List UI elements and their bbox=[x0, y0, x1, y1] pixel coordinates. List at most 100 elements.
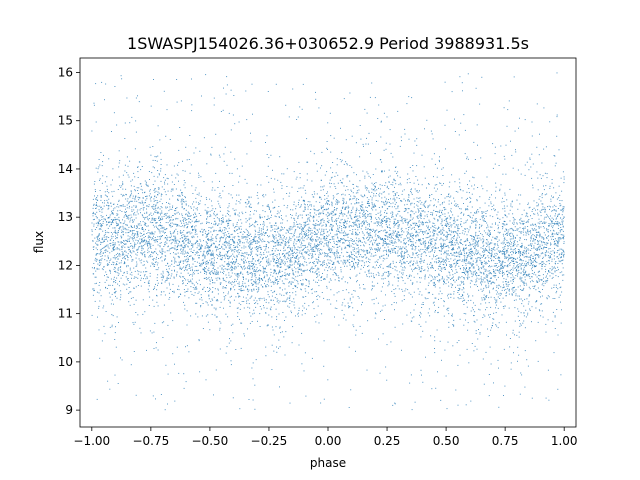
data-point bbox=[206, 235, 208, 237]
data-point bbox=[234, 263, 236, 265]
data-point bbox=[517, 257, 518, 259]
data-point bbox=[494, 244, 496, 246]
data-point bbox=[137, 232, 138, 234]
data-point bbox=[292, 273, 294, 275]
data-point bbox=[125, 193, 127, 195]
data-point bbox=[444, 209, 445, 211]
data-point bbox=[218, 230, 220, 232]
data-point bbox=[457, 278, 459, 280]
data-point bbox=[451, 265, 453, 267]
data-point bbox=[257, 270, 259, 271]
data-point bbox=[338, 217, 340, 219]
data-point bbox=[472, 240, 474, 242]
data-point bbox=[563, 253, 565, 255]
data-point bbox=[303, 307, 305, 309]
data-point bbox=[141, 227, 143, 228]
data-point bbox=[175, 188, 177, 190]
data-point bbox=[415, 230, 417, 232]
data-point bbox=[97, 168, 99, 170]
data-point bbox=[251, 250, 253, 252]
data-point bbox=[106, 204, 107, 206]
data-point bbox=[143, 237, 145, 239]
data-point bbox=[285, 215, 287, 217]
data-point bbox=[445, 252, 447, 254]
data-point bbox=[304, 232, 306, 234]
data-point bbox=[555, 243, 557, 245]
data-point bbox=[126, 217, 128, 219]
data-point bbox=[312, 239, 314, 241]
data-point bbox=[270, 274, 272, 276]
data-point bbox=[150, 254, 152, 256]
data-point bbox=[522, 260, 524, 262]
data-point bbox=[562, 279, 564, 281]
data-point bbox=[404, 267, 406, 269]
data-point bbox=[502, 261, 504, 263]
data-point bbox=[104, 191, 106, 193]
data-point bbox=[515, 267, 517, 269]
data-point bbox=[312, 254, 314, 256]
data-point bbox=[525, 271, 527, 273]
data-point bbox=[457, 226, 459, 228]
data-point bbox=[323, 221, 325, 223]
data-point bbox=[500, 263, 502, 265]
data-point bbox=[514, 237, 516, 239]
data-point bbox=[343, 227, 345, 228]
data-point bbox=[132, 259, 134, 261]
data-point bbox=[339, 245, 341, 247]
data-point bbox=[546, 251, 547, 253]
data-point bbox=[168, 210, 170, 212]
data-point bbox=[480, 278, 482, 280]
data-point bbox=[237, 246, 239, 248]
data-point bbox=[481, 268, 483, 270]
data-point bbox=[287, 205, 289, 207]
data-point bbox=[386, 220, 388, 222]
data-point bbox=[124, 284, 126, 286]
data-point bbox=[434, 246, 436, 248]
data-point bbox=[154, 239, 156, 241]
data-point bbox=[191, 220, 193, 222]
data-point bbox=[476, 200, 478, 202]
data-point bbox=[409, 261, 411, 263]
data-point bbox=[519, 320, 520, 321]
data-point bbox=[224, 297, 226, 299]
data-point bbox=[232, 286, 234, 288]
data-point bbox=[371, 281, 373, 283]
data-point bbox=[101, 219, 103, 220]
data-point bbox=[374, 235, 376, 237]
data-point bbox=[155, 258, 157, 260]
data-point bbox=[129, 196, 131, 198]
data-point bbox=[314, 212, 316, 214]
data-point bbox=[102, 222, 104, 224]
data-point bbox=[321, 249, 323, 251]
data-point bbox=[154, 208, 156, 210]
data-point bbox=[353, 222, 355, 224]
data-point bbox=[238, 288, 240, 290]
data-point bbox=[225, 287, 227, 289]
data-point bbox=[373, 193, 375, 195]
data-point bbox=[384, 234, 386, 236]
data-point bbox=[361, 221, 363, 223]
data-point bbox=[299, 223, 301, 225]
data-point bbox=[543, 285, 545, 287]
data-point bbox=[121, 185, 123, 187]
data-point bbox=[338, 240, 340, 242]
data-point bbox=[147, 281, 149, 283]
data-point bbox=[180, 268, 182, 269]
data-point bbox=[203, 250, 205, 252]
data-point bbox=[520, 278, 522, 280]
data-point bbox=[451, 315, 453, 317]
data-point bbox=[209, 279, 211, 281]
data-point bbox=[554, 247, 555, 249]
data-point bbox=[298, 269, 300, 270]
data-point bbox=[508, 257, 510, 259]
data-point bbox=[291, 214, 293, 216]
data-point bbox=[219, 192, 221, 194]
data-point bbox=[293, 252, 294, 254]
data-point bbox=[191, 237, 193, 239]
data-point bbox=[463, 255, 465, 257]
data-point bbox=[497, 257, 499, 259]
data-point bbox=[183, 184, 185, 186]
data-point bbox=[506, 229, 508, 231]
data-point bbox=[485, 309, 486, 311]
data-point bbox=[342, 261, 344, 263]
